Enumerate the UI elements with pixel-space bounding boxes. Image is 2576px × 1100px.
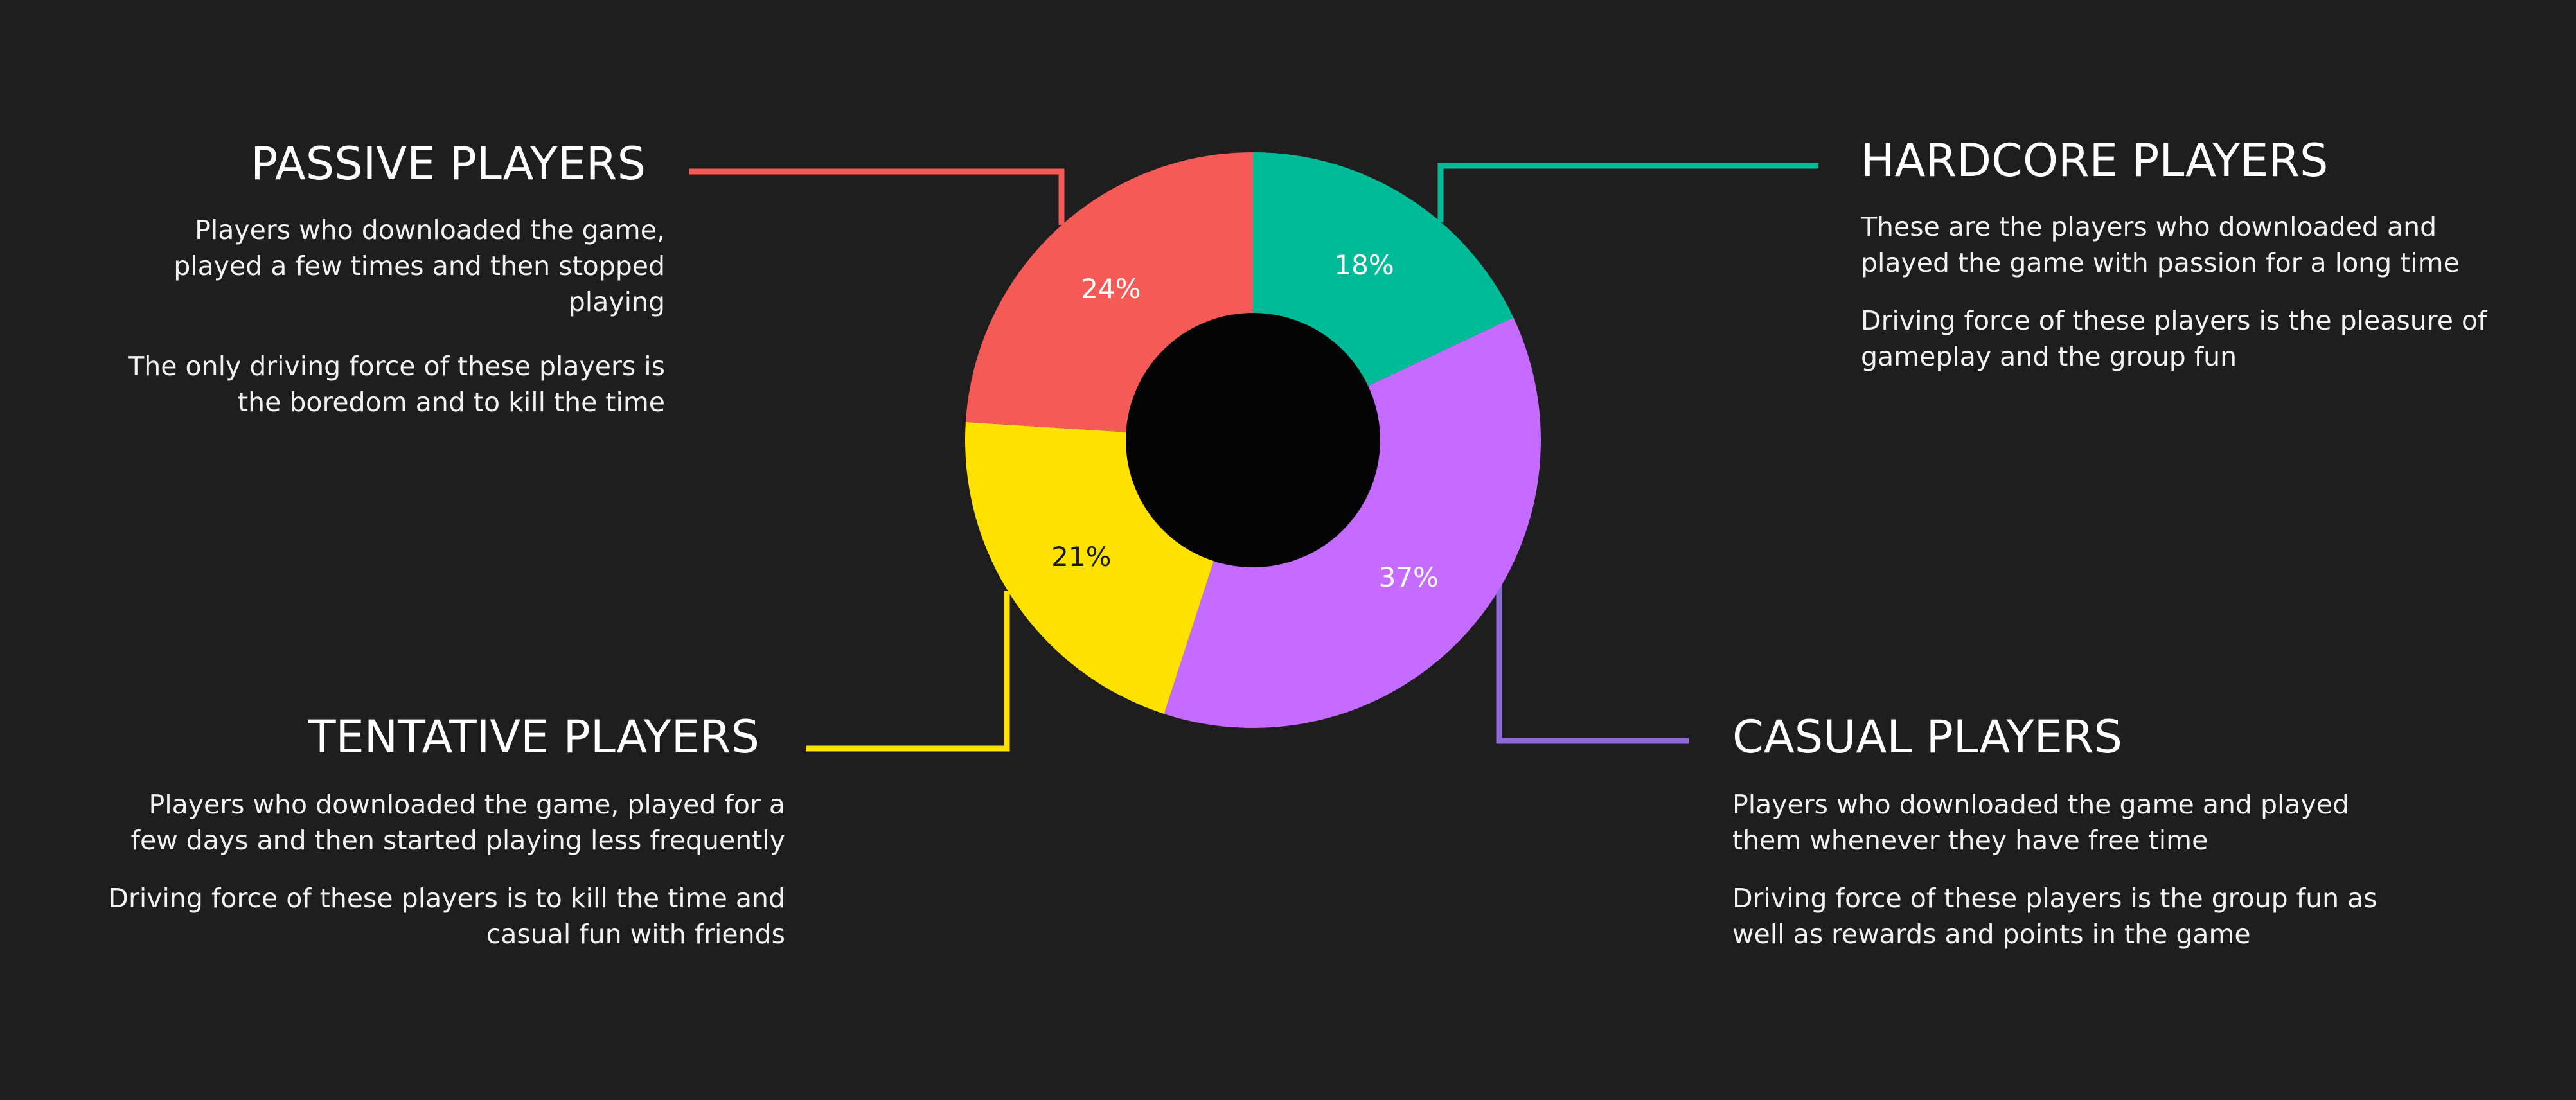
donut-label-casual: 37% [1379, 562, 1439, 593]
segment-desc-hardcore-1: These are the players who downloaded and… [1861, 211, 2460, 278]
segment-title-tentative: TENTATIVE PLAYERS [308, 711, 759, 763]
connector-passive [689, 168, 1065, 225]
segment-passive: PASSIVE PLAYERS Players who downloaded t… [103, 141, 665, 420]
segment-title-passive: PASSIVE PLAYERS [251, 138, 646, 190]
donut-labels: 18% 37% 21% 24% [1051, 249, 1439, 593]
segment-desc-casual-2: Driving force of these players is the gr… [1732, 883, 2377, 950]
segment-desc-passive-2: The only driving force of these players … [128, 351, 665, 418]
segment-title-hardcore: HARDCORE PLAYERS [1861, 134, 2329, 187]
donut-label-tentative: 21% [1051, 541, 1111, 572]
connector-tentative [806, 591, 1010, 752]
donut-label-passive: 24% [1081, 273, 1141, 305]
connector-casual [1496, 581, 1689, 744]
connector-hardcore [1437, 163, 1818, 222]
segment-title-casual: CASUAL PLAYERS [1732, 711, 2122, 763]
donut-hole [1126, 313, 1380, 567]
segment-desc-tentative-1: Players who downloaded the game, played … [130, 789, 785, 856]
segment-desc-hardcore-2: Driving force of these players is the pl… [1861, 305, 2487, 372]
segment-desc-casual-1: Players who downloaded the game and play… [1732, 789, 2350, 856]
segment-desc-passive-1: Players who downloaded the game, played … [173, 215, 665, 317]
segment-casual: CASUAL PLAYERS Players who downloaded th… [1732, 714, 2426, 952]
segment-hardcore: HARDCORE PLAYERS These are the players w… [1861, 138, 2491, 375]
segment-desc-tentative-2: Driving force of these players is to kil… [108, 883, 785, 950]
donut-slice-casual [1164, 317, 1541, 729]
donut-label-hardcore: 18% [1334, 249, 1394, 281]
segment-tentative: TENTATIVE PLAYERS Players who downloaded… [96, 714, 785, 952]
